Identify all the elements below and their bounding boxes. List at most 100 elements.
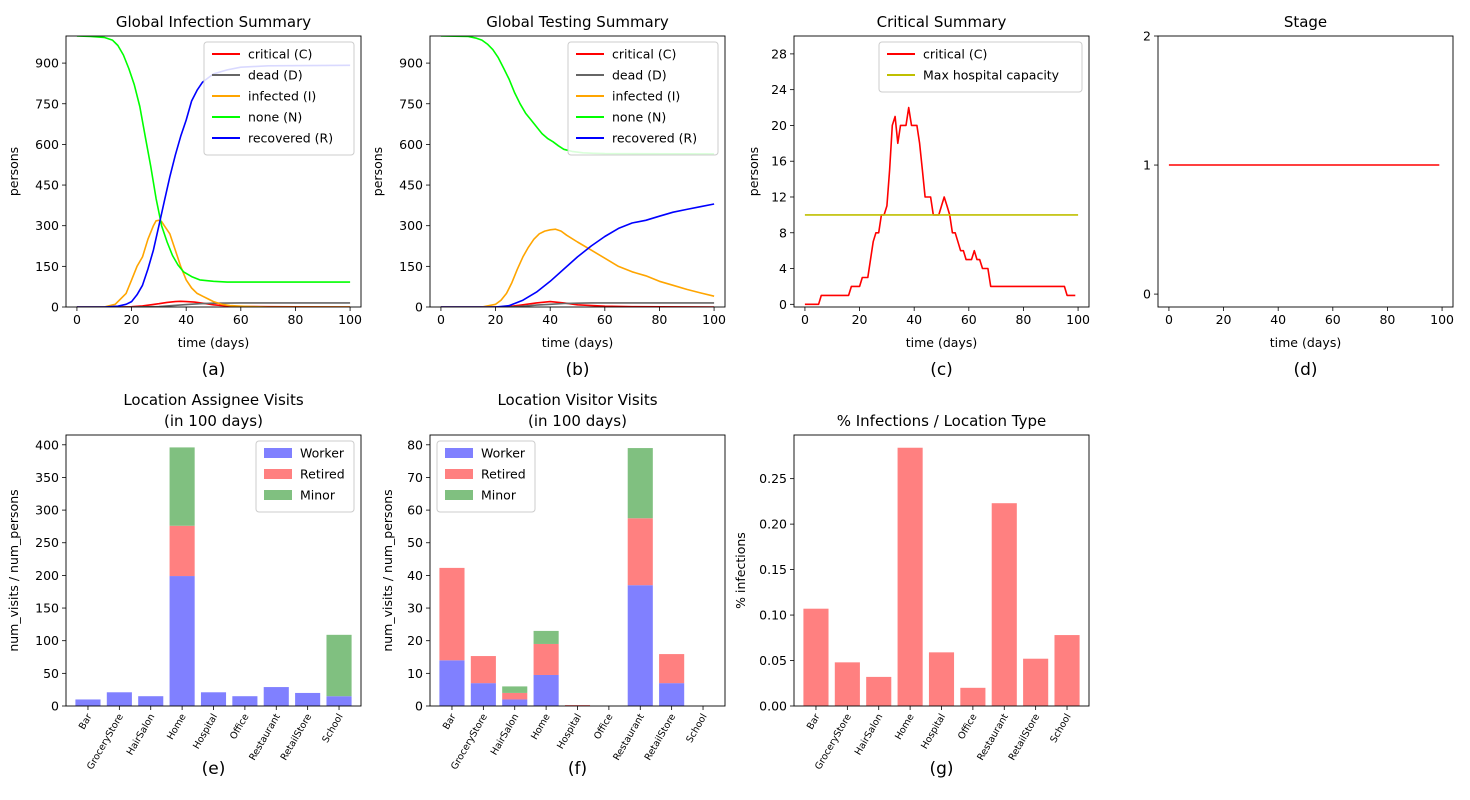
y-tick-label: 450	[399, 178, 423, 193]
bar-value-office	[960, 687, 986, 706]
chart-title: Critical Summary	[877, 13, 1007, 31]
y-tick-label: 0	[415, 699, 423, 714]
chart-b: Global Testing Summary 0 20 40 60 80 100 time (…	[370, 13, 726, 380]
bar-worker-retailstore	[295, 692, 321, 706]
legend-box	[878, 41, 1083, 93]
y-tick-label: 70	[407, 470, 423, 485]
legend-label: recovered (R)	[612, 131, 697, 146]
bar-retired-home	[533, 643, 559, 675]
series-line-none	[76, 36, 351, 283]
axes-frame	[65, 35, 362, 308]
x-tick-label: 100	[1430, 312, 1454, 327]
x-tick-label: 0	[73, 312, 81, 327]
x-tick-label: 80	[1379, 312, 1395, 327]
bar-minor-restaurant	[627, 448, 653, 519]
y-tick-label: 600	[35, 137, 59, 152]
bar-value-hairsalon	[866, 676, 892, 706]
legend-label: critical (C)	[248, 47, 312, 62]
y-tick-label: 4	[779, 261, 787, 276]
legend-label: critical (C)	[923, 47, 987, 62]
y-tick-label: 10	[407, 666, 423, 681]
legend-label: Minor	[481, 488, 517, 503]
x-tick-label: 60	[1325, 312, 1341, 327]
legend-label: infected (I)	[248, 89, 316, 104]
y-tick-label: 750	[399, 96, 423, 111]
y-tick-label: 1	[1143, 158, 1151, 173]
y-tick-label: 250	[35, 535, 59, 550]
bar-value-hospital	[928, 652, 955, 706]
bar-value-restaurant	[991, 503, 1017, 706]
y-tick-label: 12	[771, 189, 787, 204]
category-label: Office	[956, 712, 979, 742]
category-label: RetailStore	[643, 712, 679, 763]
category-label: Home	[893, 712, 917, 742]
x-tick-label: 0	[801, 312, 809, 327]
y-axis-label: % infections	[733, 532, 748, 609]
y-tick-label: 60	[407, 503, 423, 518]
y-tick-label: 150	[399, 259, 423, 274]
chart-title: % Infections / Location Type	[837, 412, 1047, 430]
legend-swatch	[264, 448, 292, 458]
bar-worker-retailstore	[659, 683, 685, 706]
bar-value-school	[1054, 635, 1080, 706]
x-axis-label: time (days)	[178, 335, 249, 350]
bar-worker-hairsalon	[138, 696, 164, 706]
category-label: School	[320, 712, 345, 745]
y-tick-label: 0.15	[759, 562, 787, 577]
y-tick-label: 0.05	[759, 653, 787, 668]
category-label: HairSalon	[125, 712, 157, 757]
legend-label: infected (I)	[612, 89, 680, 104]
bar-worker-bar	[439, 660, 465, 706]
bar-retired-retailstore	[659, 654, 685, 684]
legend-label: Retired	[300, 467, 345, 482]
x-tick-label: 20	[488, 312, 504, 327]
bar-worker-restaurant	[263, 687, 289, 706]
y-tick-label: 0	[415, 300, 423, 315]
bar-worker-bar	[75, 699, 101, 706]
legend-label: dead (D)	[612, 68, 667, 83]
chart-a: Global Infection Summary 0 20 40 60 80 100 time…	[6, 13, 362, 380]
y-tick-label: 40	[407, 568, 423, 583]
bar-worker-hospital	[200, 692, 227, 706]
axes-frame	[429, 35, 726, 308]
y-tick-label: 300	[399, 218, 423, 233]
y-tick-label: 200	[35, 568, 59, 583]
y-tick-label: 50	[43, 666, 59, 681]
x-tick-label: 40	[542, 312, 558, 327]
y-tick-label: 16	[771, 154, 787, 169]
bar-worker-hairsalon	[502, 699, 528, 706]
bar-retired-hospital	[564, 705, 591, 706]
bar-retired-bar	[439, 567, 465, 661]
chart-title: Location Visitor Visits	[497, 391, 657, 409]
legend-label: Worker	[481, 446, 526, 461]
bar-value-retailstore	[1023, 658, 1049, 706]
category-label: HairSalon	[853, 712, 885, 757]
category-label: School	[1048, 712, 1073, 745]
x-tick-label: 100	[1066, 312, 1090, 327]
y-tick-label: 400	[35, 437, 59, 452]
x-tick-label: 40	[178, 312, 194, 327]
bar-retired-restaurant	[627, 518, 653, 586]
axes-frame	[793, 35, 1090, 308]
bar-minor-home	[169, 447, 195, 526]
panel-caption: (e)	[202, 759, 226, 779]
y-tick-label: 0.00	[759, 699, 787, 714]
bar-minor-hairsalon	[502, 686, 528, 693]
chart-g: % Infections / Location TypeBarGrocerySt…	[733, 412, 1090, 779]
bar-worker-office	[232, 696, 258, 706]
y-tick-label: 150	[35, 259, 59, 274]
y-tick-label: 0.20	[759, 517, 787, 532]
y-tick-label: 8	[779, 225, 787, 240]
x-tick-label: 100	[338, 312, 362, 327]
panel-caption: (b)	[565, 360, 589, 380]
y-tick-label: 300	[35, 503, 59, 518]
bar-worker-home	[533, 674, 559, 706]
x-tick-label: 20	[852, 312, 868, 327]
category-label: Restaurant	[247, 712, 283, 763]
plot-area	[75, 447, 352, 706]
category-label: School	[684, 712, 709, 745]
category-label: RetailStore	[279, 712, 315, 763]
bar-worker-home	[169, 576, 195, 706]
y-axis-label: num_visits / num_persons	[380, 489, 395, 651]
